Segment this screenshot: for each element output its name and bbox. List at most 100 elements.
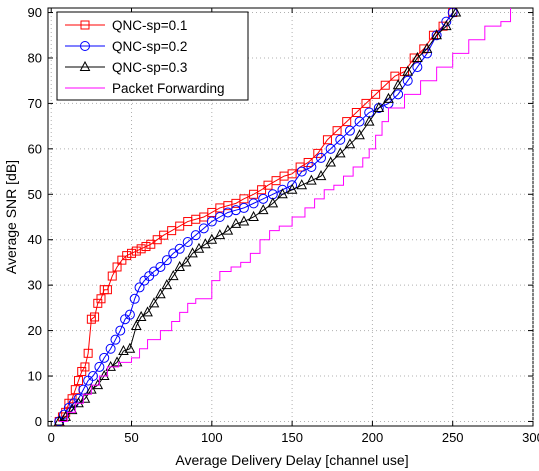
data-point: [152, 235, 162, 245]
data-point: [249, 189, 259, 199]
data-point: [222, 224, 234, 235]
data-point: [59, 409, 70, 420]
data-point: [111, 356, 123, 367]
data-point: [198, 223, 209, 234]
data-point: [90, 312, 100, 322]
legend-label: QNC-sp=0.2: [112, 39, 187, 54]
data-point: [87, 371, 98, 382]
data-point: [402, 75, 413, 86]
legend-label: Packet Forwarding: [112, 81, 225, 96]
data-point: [361, 98, 371, 108]
data-point: [257, 204, 269, 215]
data-point: [161, 255, 172, 266]
x-tick-label: 200: [362, 430, 384, 445]
data-point: [286, 183, 298, 194]
data-point: [296, 166, 307, 177]
data-point: [421, 42, 433, 53]
data-point: [79, 392, 91, 403]
data-point: [271, 176, 281, 186]
data-point: [161, 279, 173, 290]
data-point: [129, 293, 140, 304]
data-point: [315, 170, 327, 181]
y-axis-label: Average SNR [dB]: [3, 160, 19, 274]
data-point: [110, 334, 121, 345]
data-point: [373, 101, 385, 112]
data-point: [117, 255, 127, 265]
x-tick-label: 100: [201, 430, 223, 445]
data-point: [105, 343, 116, 354]
data-point: [112, 262, 122, 272]
y-tick-label: 80: [28, 50, 42, 65]
data-point: [306, 162, 317, 173]
data-point: [344, 125, 355, 136]
legend-entry: QNC-sp=0.3: [65, 60, 187, 75]
data-point: [66, 404, 78, 415]
data-point: [141, 242, 151, 252]
data-point: [332, 126, 342, 136]
data-point: [277, 188, 288, 199]
data-point: [440, 20, 452, 31]
y-tick-label: 10: [28, 369, 42, 384]
series-1: [54, 8, 458, 426]
data-point: [322, 135, 332, 145]
data-point: [412, 62, 423, 73]
axis-ticks: 0 50 100 150 200 250 300 0 10 20 30 40 50 60 70 80 90: [28, 5, 539, 445]
data-point: [371, 89, 381, 99]
y-tick-label: 50: [28, 187, 42, 202]
data-point: [199, 212, 209, 222]
y-tick-label: 90: [28, 5, 42, 20]
series-3: [59, 8, 512, 422]
legend-entry: Packet Forwarding: [65, 81, 225, 96]
data-point: [155, 261, 166, 272]
data-point: [380, 80, 390, 90]
data-point: [412, 51, 423, 62]
y-tick-label: 60: [28, 141, 42, 156]
data-point: [335, 134, 346, 145]
data-point: [306, 174, 317, 185]
data-point: [230, 205, 241, 216]
data-series: [53, 8, 512, 426]
data-point: [344, 138, 356, 149]
data-point: [115, 325, 126, 336]
data-point: [392, 79, 404, 90]
data-point: [107, 271, 117, 281]
data-point: [142, 306, 153, 317]
data-point: [231, 198, 241, 208]
data-point: [393, 89, 404, 100]
y-tick-label: 70: [28, 96, 42, 111]
data-point: [258, 193, 269, 204]
data-point: [296, 179, 308, 190]
data-point: [206, 216, 217, 227]
data-point: [124, 309, 135, 320]
x-axis-label: Average Delivery Delay [channel use]: [175, 452, 408, 468]
data-point: [74, 376, 84, 386]
data-point: [93, 298, 103, 308]
data-point: [295, 162, 305, 172]
x-tick-label: 50: [124, 430, 138, 445]
data-point: [130, 319, 142, 331]
data-point: [98, 369, 110, 381]
data-point: [99, 352, 110, 363]
data-point: [263, 180, 273, 190]
legend-label: QNC-sp=0.3: [112, 60, 187, 75]
data-point: [94, 361, 105, 372]
data-point: [80, 362, 90, 372]
data-point: [214, 212, 225, 222]
series-2: [53, 8, 462, 426]
data-point: [77, 366, 87, 376]
data-point: [351, 108, 361, 117]
x-tick-label: 250: [442, 430, 464, 445]
data-point: [214, 229, 226, 240]
data-point: [267, 197, 279, 208]
series-line: [59, 8, 512, 422]
data-point: [354, 129, 365, 140]
data-point: [124, 342, 136, 353]
data-point: [118, 344, 129, 356]
data-point: [60, 410, 71, 421]
legend-entry: QNC-sp=0.1: [65, 18, 187, 33]
data-point: [67, 394, 77, 404]
data-point: [96, 294, 106, 304]
legend-marker: [80, 20, 90, 30]
series-line: [58, 12, 454, 422]
